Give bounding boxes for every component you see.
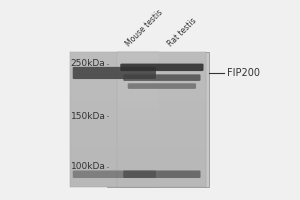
FancyBboxPatch shape <box>120 64 203 71</box>
Bar <box>117 106 206 113</box>
FancyBboxPatch shape <box>128 83 196 89</box>
Text: FIP200: FIP200 <box>227 68 260 78</box>
Bar <box>117 140 206 147</box>
Bar <box>107 52 209 187</box>
Bar <box>117 86 206 93</box>
FancyBboxPatch shape <box>123 170 200 178</box>
Bar <box>117 93 206 100</box>
Text: 250kDa: 250kDa <box>71 59 105 68</box>
Bar <box>117 120 206 127</box>
Bar <box>70 66 159 73</box>
Bar <box>70 154 159 160</box>
Bar <box>117 133 206 140</box>
Bar <box>70 181 159 187</box>
Bar <box>117 154 206 160</box>
Bar <box>117 59 206 66</box>
Bar <box>117 113 206 120</box>
Bar <box>70 86 159 93</box>
Bar <box>70 133 159 140</box>
FancyBboxPatch shape <box>73 170 156 178</box>
Bar <box>117 79 206 86</box>
FancyBboxPatch shape <box>73 67 156 79</box>
Bar <box>70 140 159 147</box>
Bar <box>70 174 159 181</box>
Text: 100kDa: 100kDa <box>70 162 105 171</box>
Bar <box>117 52 206 187</box>
FancyBboxPatch shape <box>123 74 200 81</box>
Bar <box>117 52 206 59</box>
Bar <box>117 100 206 106</box>
Bar <box>70 100 159 106</box>
Text: Mouse testis: Mouse testis <box>124 8 165 49</box>
Bar <box>70 147 159 154</box>
Bar <box>70 167 159 174</box>
Bar <box>70 120 159 127</box>
Bar <box>70 52 159 187</box>
Bar <box>70 93 159 100</box>
Bar <box>70 52 159 59</box>
Bar <box>117 160 206 167</box>
Bar <box>117 127 206 133</box>
Text: 150kDa: 150kDa <box>70 112 105 121</box>
Bar <box>70 127 159 133</box>
Bar <box>70 160 159 167</box>
Bar <box>70 59 159 66</box>
Bar <box>117 174 206 181</box>
Bar <box>70 73 159 79</box>
Bar <box>117 167 206 174</box>
Bar <box>117 66 206 73</box>
Bar <box>70 113 159 120</box>
Bar <box>117 73 206 79</box>
Bar <box>70 106 159 113</box>
Text: Rat testis: Rat testis <box>166 16 198 49</box>
Bar <box>70 79 159 86</box>
Bar <box>117 147 206 154</box>
Bar <box>117 181 206 187</box>
